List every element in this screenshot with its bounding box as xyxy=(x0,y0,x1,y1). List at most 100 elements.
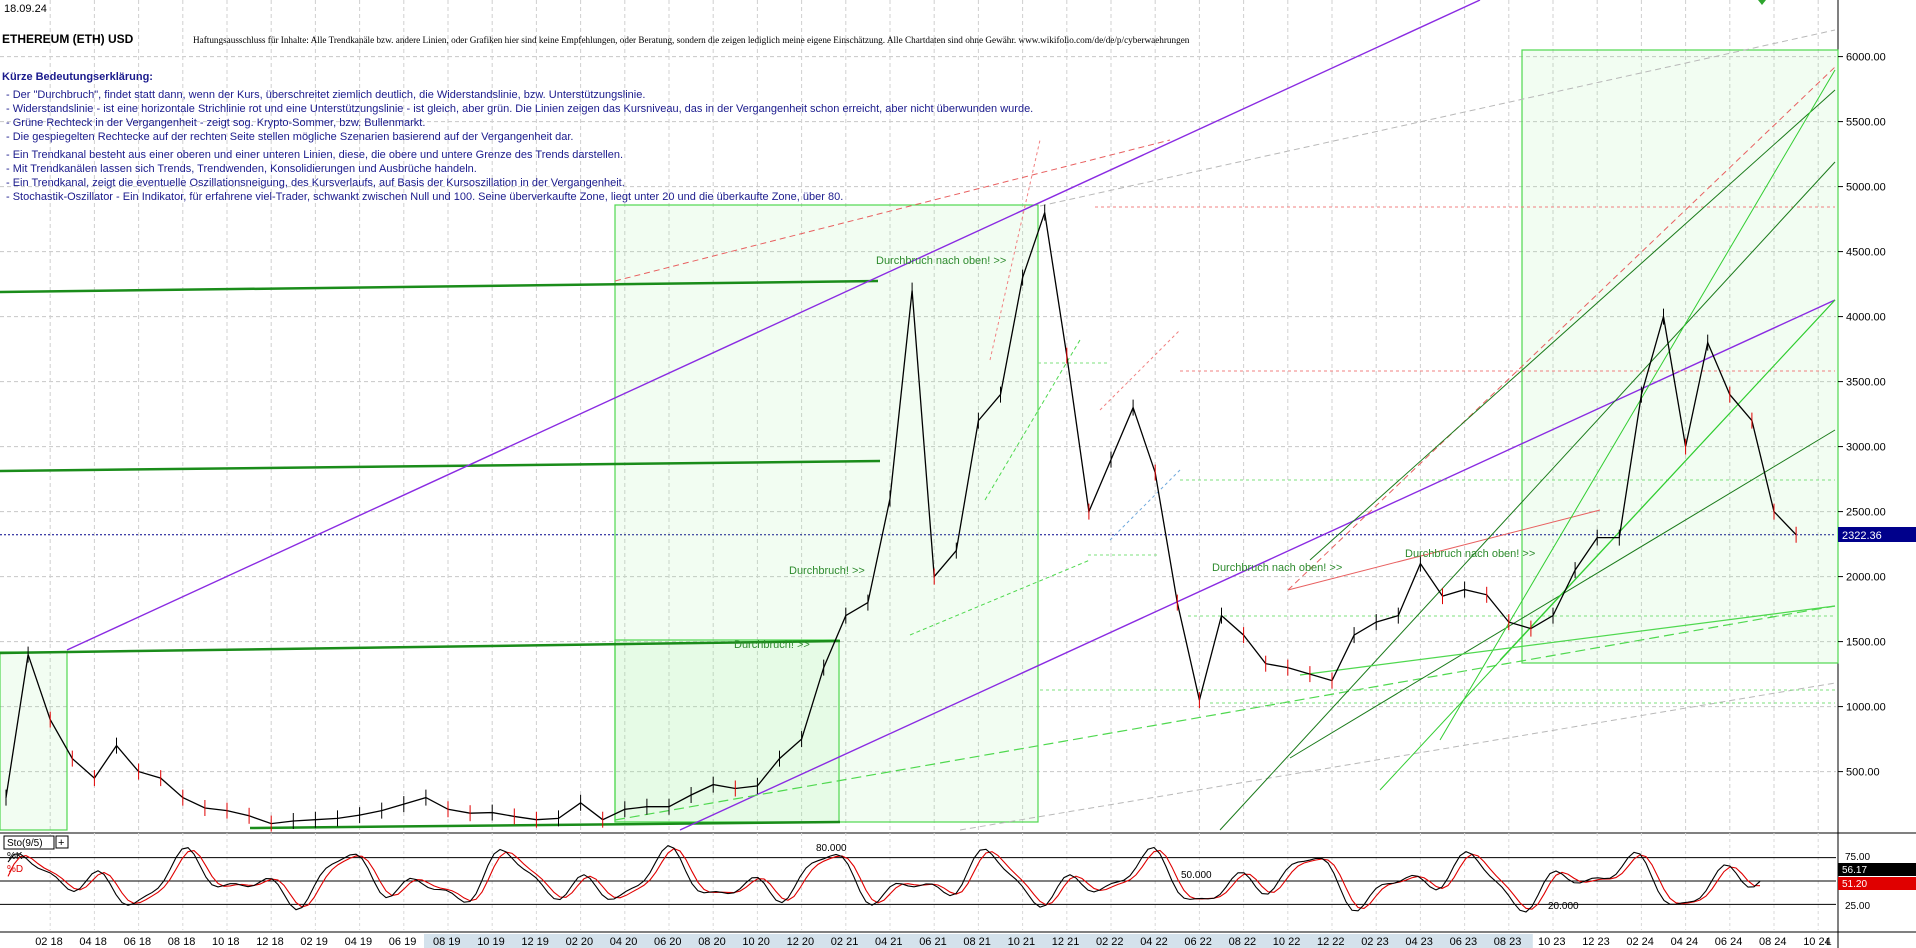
resistance-line xyxy=(1287,66,1836,591)
time-tick-label: 04 21 xyxy=(875,936,903,948)
plus-icon[interactable]: + xyxy=(58,837,64,849)
d-value: 51.20 xyxy=(1842,879,1867,890)
time-tick-label: 04 22 xyxy=(1140,936,1168,948)
time-axis-highlight xyxy=(1042,934,1091,948)
purple-trendline xyxy=(679,299,1836,831)
mirrored-scenario-rectangle xyxy=(1521,49,1839,664)
time-tick-label: 08 21 xyxy=(963,936,991,948)
time-tick-label: 02 18 xyxy=(35,936,63,948)
guide-line xyxy=(1039,29,1836,207)
time-tick-label: 10 23 xyxy=(1538,936,1566,948)
chart-marker-icon xyxy=(1758,0,1766,5)
time-axis-highlight xyxy=(424,934,472,948)
fib-line xyxy=(1109,469,1181,541)
stoch-level-high: 80.000 xyxy=(816,843,847,854)
trend-drawings xyxy=(0,0,1839,831)
indicator-label-box[interactable] xyxy=(3,835,55,850)
time-tick-label: 10 18 xyxy=(212,936,240,948)
time-axis-highlight xyxy=(1263,934,1312,948)
price-series xyxy=(5,204,1797,832)
time-axis-highlight xyxy=(1308,934,1356,948)
time-axis-highlight xyxy=(910,934,959,948)
time-tick-label: 12 18 xyxy=(256,936,284,948)
time-tick-label: 12 20 xyxy=(787,936,815,948)
time-axis-highlight xyxy=(733,934,782,948)
time-tick-label: 12 19 xyxy=(521,936,549,948)
time-tick-label: 08 22 xyxy=(1229,936,1257,948)
guide-line xyxy=(959,682,1836,831)
k-line-label: %K xyxy=(7,851,23,862)
stoch-level-low: 20.000 xyxy=(1548,901,1579,912)
stoch-axis-tick: 25.00 xyxy=(1845,901,1870,912)
legend-item: - Grüne Rechteck in der Vergangenheit - … xyxy=(6,117,425,129)
time-tick-label: 06 18 xyxy=(124,936,152,948)
time-tick-label: 02 24 xyxy=(1626,936,1654,948)
indicator-label[interactable]: Sto(9/5) xyxy=(7,838,43,849)
chart-date: 18.09.24 xyxy=(4,3,47,15)
time-tick-label: 06 21 xyxy=(919,936,947,948)
time-axis-highlight xyxy=(512,934,561,948)
support-line xyxy=(0,279,879,294)
time-tick-label: 12 23 xyxy=(1582,936,1610,948)
support-line xyxy=(0,459,881,473)
trend-channel-line xyxy=(1499,299,1836,661)
time-tick-label: 02 20 xyxy=(566,936,594,948)
support-line xyxy=(0,639,841,655)
time-axis-highlight xyxy=(1219,934,1268,948)
stochastic-panel xyxy=(0,844,1836,913)
time-axis-highlight xyxy=(689,934,738,948)
price-tick-label: 2000.00 xyxy=(1846,572,1886,584)
time-tick-label: 06 23 xyxy=(1450,936,1478,948)
price-tick-label: 500.00 xyxy=(1846,767,1880,779)
legend-item: - Die gespiegelten Rechtecke auf der rec… xyxy=(6,131,573,143)
d-line-label: %D xyxy=(7,864,23,875)
axis-corner-label[interactable]: L xyxy=(1826,937,1832,948)
price-axis: 6000.00 5500.00 5000.00 4500.00 4000.00 3500.… xyxy=(1838,52,1886,779)
time-axis-highlight xyxy=(1396,934,1445,948)
resistance-line xyxy=(614,139,1171,282)
time-tick-label: 08 19 xyxy=(433,936,461,948)
legend-item: - Ein Trendkanal, zeigt die eventuelle O… xyxy=(6,177,625,189)
price-tick-label: 4500.00 xyxy=(1846,247,1886,259)
legend-item: - Der "Durchbruch", findet statt dann, w… xyxy=(6,89,645,101)
time-tick-label: 08 18 xyxy=(168,936,196,948)
time-tick-label: 08 23 xyxy=(1494,936,1522,948)
time-tick-label: 06 20 xyxy=(654,936,682,948)
time-axis-highlight xyxy=(1175,934,1224,948)
bull-market-rectangle xyxy=(0,651,68,831)
time-tick-label: 04 19 xyxy=(345,936,373,948)
time-tick-label: 02 21 xyxy=(831,936,859,948)
time-axis-highlight xyxy=(1352,934,1401,948)
time-tick-label: 02 22 xyxy=(1096,936,1124,948)
fib-line xyxy=(989,139,1041,361)
time-tick-label: 06 19 xyxy=(389,936,417,948)
support-dashed xyxy=(614,605,1836,821)
purple-trendline xyxy=(66,0,1481,651)
time-axis-highlight xyxy=(468,934,517,948)
legend-item: - Widerstandslinie - ist eine horizontal… xyxy=(6,103,1033,115)
time-tick-label: 04 20 xyxy=(610,936,638,948)
trend-channel-line xyxy=(1219,161,1836,831)
legend-item: - Stochastik-Oszillator - Ein Indikator,… xyxy=(6,191,843,203)
time-axis-highlight xyxy=(600,934,649,948)
price-tick-label: 5500.00 xyxy=(1846,117,1886,129)
annotation-label: Durchbruch! >> xyxy=(734,639,810,651)
price-tick-label: 4000.00 xyxy=(1846,312,1886,324)
legend-item: - Mit Trendkanälen lassen sich Trends, T… xyxy=(6,163,477,175)
indicator-expand-button[interactable] xyxy=(55,835,69,849)
disclaimer-text: Haftungsausschluss für Inhalte: Alle Tre… xyxy=(193,35,1190,45)
price-tick-label: 3000.00 xyxy=(1846,442,1886,454)
support-dashed xyxy=(909,559,1091,636)
time-axis-highlight xyxy=(821,934,870,948)
time-tick-label: 02 19 xyxy=(300,936,328,948)
trend-channel-line xyxy=(1439,69,1836,741)
current-price-tag xyxy=(1838,527,1916,542)
time-tick-label: 02 23 xyxy=(1361,936,1389,948)
time-tick-label: 10 19 xyxy=(477,936,505,948)
time-tick-label: 04 18 xyxy=(79,936,107,948)
d-value-tag xyxy=(1838,877,1916,890)
annotation-label: Durchbruch! >> xyxy=(789,565,865,577)
trend-channel-line xyxy=(1299,605,1836,676)
k-value-tag xyxy=(1838,863,1916,876)
